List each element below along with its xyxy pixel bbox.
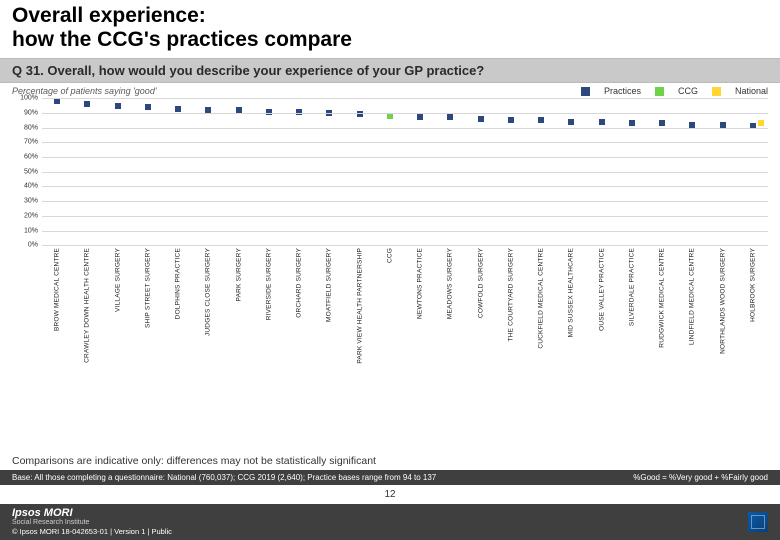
y-tick-label: 60% [12,154,38,161]
base-bar: Base: All those completing a questionnai… [0,470,780,485]
y-tick-label: 90% [12,109,38,116]
gridline [42,172,768,173]
category-label: COWFOLD SURGERY [477,248,484,318]
category-label: THE COURTYARD SURGERY [507,248,514,341]
category-label: DOLPHINS PRACTICE [175,248,182,319]
practice-point [599,119,605,125]
category-label: PARK VIEW HEALTH PARTNERSHIP [356,248,363,364]
slide: Overall experience: how the CCG's practi… [0,0,780,540]
footer-left: Ipsos MORI Social Research Institute © I… [12,507,172,536]
footer: Ipsos MORI Social Research Institute © I… [0,504,780,540]
practice-point [508,117,514,123]
gridline [42,157,768,158]
title-block: Overall experience: how the CCG's practi… [0,0,780,58]
gridline [42,98,768,99]
gridline [42,113,768,114]
category-label: MID SUSSEX HEALTHCARE [568,248,575,337]
gridline [42,128,768,129]
legend-swatch-ccg [655,87,664,96]
category-label: LINDFIELD MEDICAL CENTRE [689,248,696,345]
gridline [42,201,768,202]
legend-swatch-national [712,87,721,96]
y-tick-label: 50% [12,168,38,175]
category-label: PARK SURGERY [235,248,242,301]
category-label: OUSE VALLEY PRACTICE [598,248,605,331]
gridline [42,186,768,187]
y-tick-label: 100% [12,95,38,102]
legend-label-ccg: CCG [678,86,698,96]
practice-point [478,116,484,122]
practice-point [629,120,635,126]
brand-name: Ipsos MORI [12,507,73,519]
practice-point [568,119,574,125]
chart-subheading: Percentage of patients saying 'good' [12,86,571,96]
category-label: VILLAGE SURGERY [114,248,121,312]
practice-point [84,101,90,107]
legend-label-national: National [735,86,768,96]
y-tick-label: 20% [12,212,38,219]
y-tick-label: 10% [12,227,38,234]
category-label: NEWTONS PRACTICE [417,248,424,319]
y-tick-label: 0% [12,242,38,249]
practice-point [115,103,121,109]
category-label: SILVERDALE PRACTICE [628,248,635,326]
practice-point [145,104,151,110]
practice-point [417,114,423,120]
y-tick-label: 70% [12,139,38,146]
page-number: 12 [0,485,780,504]
page-title: Overall experience: how the CCG's practi… [12,4,768,52]
practice-point [175,106,181,112]
y-tick-label: 80% [12,124,38,131]
category-label: MEADOWS SURGERY [447,248,454,319]
national-point [758,120,764,126]
practice-point [447,114,453,120]
plot-area: 0%10%20%30%40%50%60%70%80%90%100% [42,98,768,246]
copyright: © Ipsos MORI 18-042653-01 | Version 1 | … [12,527,172,536]
category-label: JUDGES CLOSE SURGERY [205,248,212,336]
legend-label-practices: Practices [604,86,641,96]
brand: Ipsos MORI Social Research Institute [12,507,172,526]
x-axis: BROW MEDICAL CENTRE CRAWLEY DOWN HEALTH C… [42,246,768,394]
category-label: RUDGWICK MEDICAL CENTRE [659,248,666,348]
chart-header: Percentage of patients saying 'good' Pra… [0,83,780,98]
chart: 0%10%20%30%40%50%60%70%80%90%100% BROW M… [0,98,780,453]
y-tick-label: 30% [12,198,38,205]
gridline [42,231,768,232]
practice-point [538,117,544,123]
legend-swatch-practices [581,87,590,96]
good-definition: %Good = %Very good + %Fairly good [633,473,768,482]
gridline [42,216,768,217]
category-label: RIVERSIDE SURGERY [265,248,272,320]
category-label: NORTHLANDS WOOD SURGERY [719,248,726,354]
question-bar: Q 31. Overall, how would you describe yo… [0,58,780,83]
logo-cube-icon [748,512,768,532]
base-note: Base: All those completing a questionnai… [12,473,436,482]
title-line-1: Overall experience: [12,4,206,27]
category-label: CCG [386,248,393,263]
brand-sub: Social Research Institute [12,519,172,526]
category-label: ORCHARD SURGERY [296,248,303,318]
comparisons-note: Comparisons are indicative only: differe… [0,453,780,470]
title-line-2: how the CCG's practices compare [12,28,352,51]
category-label: MOATFIELD SURGERY [326,248,333,322]
category-label: SHIP STREET SURGERY [144,248,151,328]
category-label: BROW MEDICAL CENTRE [54,248,61,331]
legend: Practices CCG National [581,86,768,96]
practice-point [659,120,665,126]
category-label: HOLBROOK SURGERY [749,248,756,322]
gridline [42,142,768,143]
y-tick-label: 40% [12,183,38,190]
question-text: Q 31. Overall, how would you describe yo… [12,63,484,78]
category-label: CUCKFIELD MEDICAL CENTRE [538,248,545,349]
category-label: CRAWLEY DOWN HEALTH CENTRE [84,248,91,363]
